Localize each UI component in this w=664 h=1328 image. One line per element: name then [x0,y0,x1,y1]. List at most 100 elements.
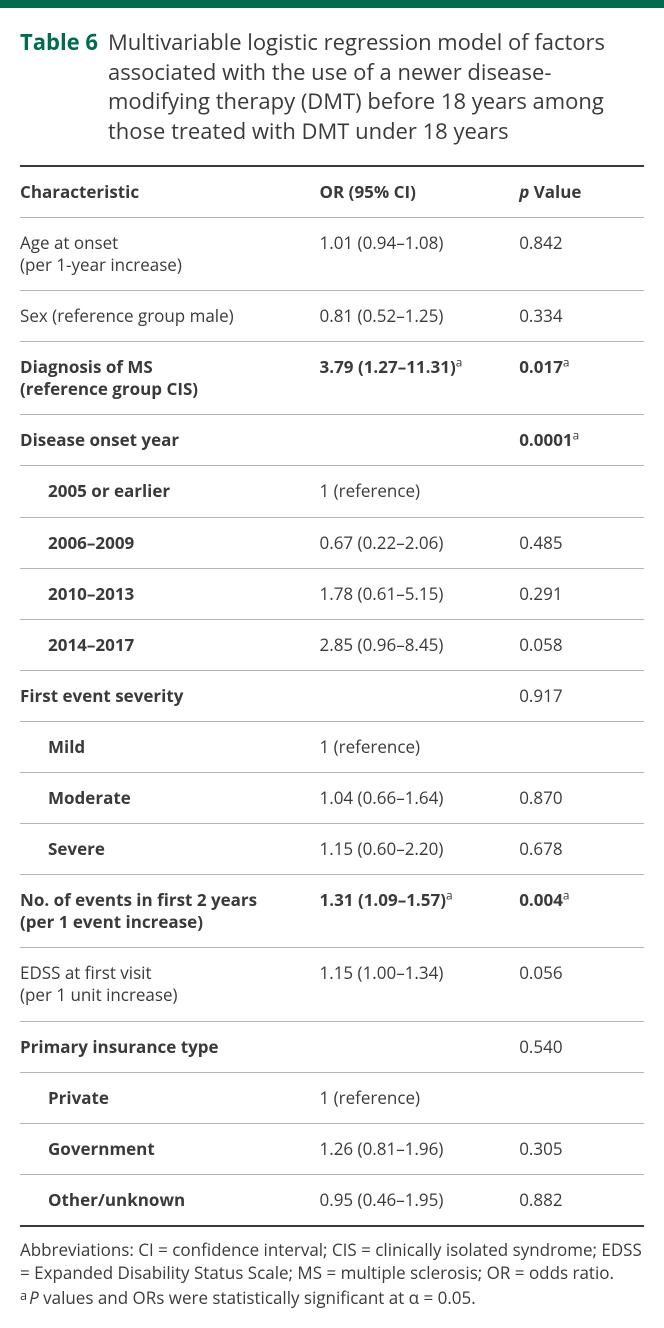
cell-or: 3.79 (1.27–11.31)a [320,342,520,415]
cell-or: 1.04 (0.66–1.64) [320,772,520,823]
table-number-label: Table 6 [20,28,98,58]
table-row: Private1 (reference) [20,1072,644,1123]
or-value: 1.78 (0.61–5.15) [320,582,444,605]
cell-pvalue: 0.305 [519,1123,644,1174]
footnotes: Abbreviations: CI = confidence interval;… [20,1227,644,1310]
or-value: 0.81 (0.52–1.25) [320,304,444,327]
table-row: Government 1.26 (0.81–1.96) 0.305 [20,1123,644,1174]
characteristic-text: First event severity [20,684,183,707]
table-row: EDSS at first visit(per 1 unit increase)… [20,948,644,1021]
or-value: 1.15 (1.00–1.34) [320,961,444,984]
table-body: Age at onset(per 1-year increase)1.01 (0… [20,217,644,1226]
footnote-significance: aP values and ORs were statistically sig… [20,1287,644,1310]
cell-characteristic: First event severity [20,670,320,721]
cell-pvalue: 0.882 [519,1174,644,1226]
footnote-abbreviations: Abbreviations: CI = confidence interval;… [20,1239,644,1285]
cell-or [320,1021,520,1072]
cell-pvalue: 0.056 [519,948,644,1021]
p-value: 0.056 [519,961,562,984]
cell-characteristic: Diagnosis of MS(reference group CIS) [20,342,320,415]
p-value: 0.870 [519,786,562,809]
characteristic-text: 2014–2017 [20,634,134,656]
cell-pvalue: 0.917 [519,670,644,721]
characteristic-text: Diagnosis of MS [20,355,153,378]
table-row: 2006–2009 0.67 (0.22–2.06) 0.485 [20,517,644,568]
cell-characteristic: Government [20,1123,320,1174]
or-value: 1.26 (0.81–1.96) [320,1137,444,1160]
cell-or: 0.81 (0.52–1.25) [320,291,520,342]
cell-characteristic: EDSS at first visit(per 1 unit increase) [20,948,320,1021]
p-value: 0.017 [519,355,563,378]
p-value: 0.842 [519,231,562,254]
col-header-pvalue: p Value [519,166,644,218]
cell-or: 2.85 (0.96–8.45) [320,619,520,670]
p-sup-marker: a [563,354,570,370]
characteristic-text: 2006–2009 [20,532,134,554]
col-header-characteristic: Characteristic [20,166,320,218]
footnote-rest: values and ORs were statistically signif… [39,1286,476,1309]
cell-or: 1.31 (1.09–1.57)a [320,875,520,948]
table-row: No. of events in first 2 years(per 1 eve… [20,875,644,948]
cell-characteristic: Primary insurance type [20,1021,320,1072]
cell-characteristic: 2010–2013 [20,568,320,619]
cell-pvalue: 0.0001a [519,415,644,466]
characteristic-text: Government [20,1138,155,1160]
or-value: 0.67 (0.22–2.06) [320,531,444,554]
or-value: 1.31 (1.09–1.57) [320,888,446,911]
cell-or: 1.15 (1.00–1.34) [320,948,520,1021]
cell-pvalue: 0.058 [519,619,644,670]
p-italic: p [519,180,529,203]
characteristic-text: Disease onset year [20,428,179,451]
table-row: 2010–2013 1.78 (0.61–5.15) 0.291 [20,568,644,619]
table-caption: Multivariable logistic regression model … [108,28,644,147]
p-value: 0.334 [519,304,562,327]
cell-or: 1 (reference) [320,1072,520,1123]
or-value: 1 (reference) [320,1086,421,1109]
p-value: 0.0001 [519,428,572,451]
characteristic-text: Moderate [20,787,131,809]
or-value: 3.79 (1.27–11.31) [320,355,456,378]
cell-or: 1 (reference) [320,721,520,772]
footnote-p-italic: P [29,1286,39,1309]
or-value: 1.04 (0.66–1.64) [320,786,444,809]
p-value: 0.058 [519,633,562,656]
table-row: Primary insurance type 0.540 [20,1021,644,1072]
p-value: 0.305 [519,1137,562,1160]
p-sup-marker: a [573,428,580,444]
characteristic-text: (per 1 event increase) [20,910,203,933]
characteristic-text: Primary insurance type [20,1035,219,1058]
characteristic-text: Age at onset [20,231,118,254]
cell-pvalue: 0.678 [519,824,644,875]
table-row: Moderate 1.04 (0.66–1.64) 0.870 [20,772,644,823]
table-row: Age at onset(per 1-year increase)1.01 (0… [20,217,644,290]
table-row: 2014–2017 2.85 (0.96–8.45)0.058 [20,619,644,670]
characteristic-text: Sex (reference group male) [20,304,234,327]
p-value: 0.291 [519,582,562,605]
p-value: 0.540 [519,1035,562,1058]
cell-or: 1 (reference) [320,466,520,517]
table-row: Sex (reference group male) 0.81 (0.52–1.2… [20,291,644,342]
cell-characteristic: Severe [20,824,320,875]
or-sup-marker: a [446,888,453,904]
table-row: Diagnosis of MS(reference group CIS)3.79… [20,342,644,415]
cell-pvalue [519,466,644,517]
cell-or: 0.67 (0.22–2.06) [320,517,520,568]
cell-characteristic: No. of events in first 2 years(per 1 eve… [20,875,320,948]
p-value: 0.917 [519,684,562,707]
p-value-suffix: Value [529,180,581,203]
cell-or: 1.15 (0.60–2.20) [320,824,520,875]
p-value: 0.485 [519,531,562,554]
cell-characteristic: Other/unknown [20,1174,320,1226]
characteristic-text: Mild [20,736,85,758]
cell-characteristic: 2014–2017 [20,619,320,670]
cell-characteristic: 2006–2009 [20,517,320,568]
characteristic-text: EDSS at first visit [20,961,152,984]
or-value: 1 (reference) [320,735,421,758]
regression-table: Characteristic OR (95% CI) p Value Age a… [20,165,644,1227]
cell-pvalue: 0.004a [519,875,644,948]
cell-or: 1.26 (0.81–1.96) [320,1123,520,1174]
characteristic-text: 2010–2013 [20,583,134,605]
p-value: 0.678 [519,837,562,860]
or-value: 0.95 (0.46–1.95) [320,1188,444,1211]
or-sup-marker: a [456,354,463,370]
